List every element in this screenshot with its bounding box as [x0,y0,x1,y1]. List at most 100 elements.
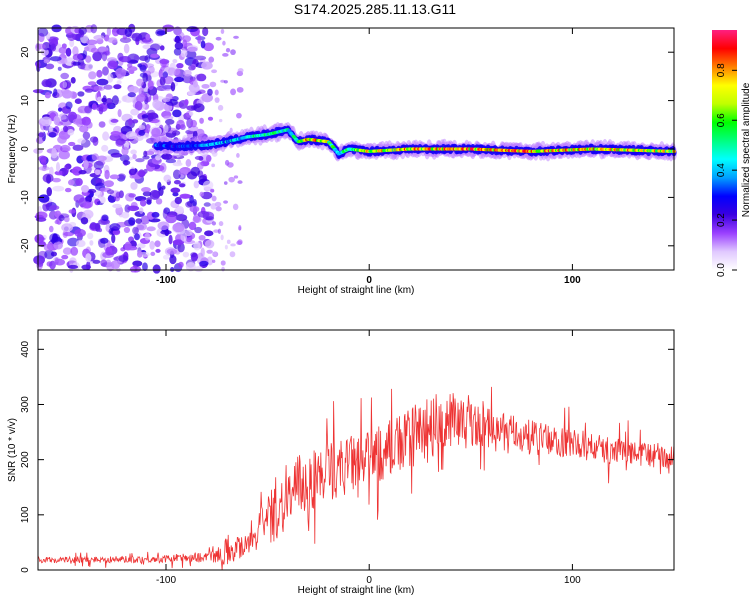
noise-blob [81,185,90,193]
noise-blob [199,117,204,124]
noise-blob [89,240,94,246]
colorbar-tick-label: 0.4 [716,163,727,177]
noise-blob [148,65,155,74]
y-tick-label: 400 [20,341,31,358]
noise-blob [45,63,55,70]
noise-blob [127,53,140,63]
noise-blob [194,226,203,234]
noise-blob [109,174,120,180]
noise-blob [236,112,242,119]
noise-blob [172,59,178,64]
colorbar-tick-label: 0.2 [716,213,727,227]
noise-blob [186,26,198,33]
noise-blob [102,131,110,141]
noise-blob [77,138,86,144]
noise-blob [53,241,63,250]
noise-blob [215,206,222,212]
noise-blob [230,88,237,96]
noise-blob [164,228,170,237]
noise-blob [237,68,244,73]
noise-blob [52,177,61,183]
noise-blob [98,121,106,128]
noise-blob [116,80,122,85]
noise-blob [96,155,107,162]
colorbar-tick-label: 0.8 [716,63,727,77]
noise-blob [139,64,147,72]
noise-blob [42,202,50,212]
noise-blob [207,88,213,96]
noise-blob [85,253,92,263]
noise-blob [103,84,113,90]
noise-blob [63,217,70,222]
noise-blob [111,95,119,106]
noise-blob [117,173,126,180]
noise-blob [180,232,187,242]
noise-blob [222,40,226,46]
noise-blob [177,242,185,253]
noise-blob [229,127,233,133]
noise-blob [127,63,133,68]
noise-blob [151,127,161,138]
noise-blob [180,49,188,58]
noise-blob [203,202,211,207]
noise-blob [139,207,144,214]
noise-blob [62,81,68,89]
noise-blob [218,118,223,123]
noise-blob [34,234,45,244]
noise-blob [152,99,161,109]
noise-blob [223,200,229,204]
noise-blob [38,194,50,203]
noise-blob [127,205,140,212]
noise-blob [41,79,51,87]
noise-blob [230,243,236,247]
noise-blob [206,249,213,254]
noise-blob [115,191,121,199]
noise-blob [182,251,190,258]
noise-blob [117,52,124,61]
noise-blob [202,180,214,190]
noise-blob [174,42,184,50]
noise-blob [119,37,132,43]
noise-blob [130,181,138,190]
noise-blob [213,229,220,233]
snr-ticks: -100 0 100 0 100 200 300 400 [20,330,674,586]
noise-blob [87,188,97,194]
noise-blob [115,205,124,216]
noise-blob [71,91,78,99]
noise-blob [220,28,225,34]
noise-blob [178,168,189,176]
snr-series-line [38,386,674,570]
y-tick-label: 0 [20,146,31,152]
noise-blob [168,155,178,160]
noise-blob [68,141,76,147]
noise-blob [149,240,155,250]
noise-blob [172,161,183,167]
noise-blob [73,194,85,203]
noise-blob [77,91,85,97]
noise-blob [172,239,185,246]
noise-blob [175,214,188,222]
y-tick-label: 100 [20,506,31,523]
noise-blob [212,259,216,263]
noise-blob [155,154,161,161]
noise-blob [115,138,126,146]
noise-blob [198,175,207,182]
noise-blob [162,209,168,219]
snr-frame [37,329,675,571]
noise-blob [159,76,166,86]
noise-blob [195,128,205,137]
noise-blob [204,230,214,237]
noise-blob [149,189,161,200]
noise-blob [226,239,231,245]
noise-blob [78,170,87,175]
noise-blob [236,240,243,246]
noise-blob [210,188,215,193]
noise-blob [54,219,60,225]
noise-blob [130,108,139,116]
noise-blob [54,170,65,176]
noise-blob [150,251,156,256]
noise-blob [209,81,217,88]
noise-blob [51,147,57,157]
noise-blob [87,232,94,240]
x-tick-label: 100 [564,575,581,586]
